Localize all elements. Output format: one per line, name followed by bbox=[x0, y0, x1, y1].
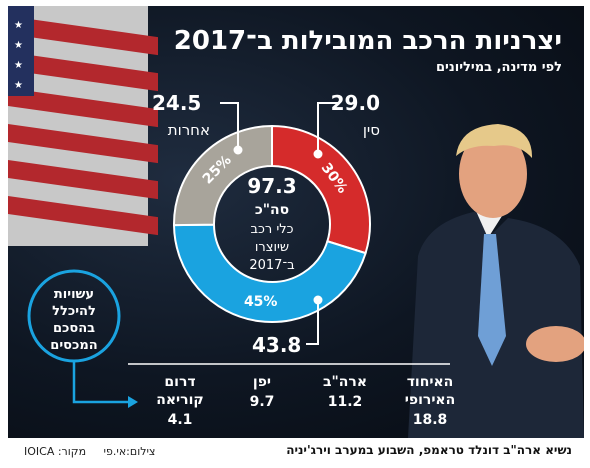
breakdown-name2-0: האירופי bbox=[405, 392, 456, 408]
breakdown-value-0: 18.8 bbox=[413, 412, 448, 428]
chart-subtitle: לפי מדינה, במיליונים bbox=[435, 60, 562, 75]
callout-line-3: בהסכם bbox=[53, 321, 95, 336]
center-label-1: סה"כ bbox=[255, 202, 289, 218]
breakdown-value-3: 4.1 bbox=[168, 412, 193, 428]
donut-slice-china bbox=[271, 124, 371, 255]
tariff-callout: עשויות להיכלל בהסכם המכסים bbox=[27, 269, 138, 408]
callout-arrow-line bbox=[72, 361, 128, 404]
breakdown-name-2: יפן bbox=[253, 374, 271, 390]
svg-text:★: ★ bbox=[14, 60, 23, 71]
breakdown-value-2: 9.7 bbox=[250, 394, 275, 410]
leader-line-china bbox=[317, 102, 338, 154]
leader-lines bbox=[220, 102, 338, 345]
person-silhouette bbox=[408, 124, 584, 438]
leader-dot-other bbox=[233, 145, 243, 155]
breakdown-list: האיחוד האירופי 18.8 ארה"ב 11.2 יפן 9.7 דרום קורי… bbox=[156, 374, 455, 428]
slice-value-other: 24.5 bbox=[152, 91, 201, 115]
slice-value-china: 29.0 bbox=[331, 91, 380, 115]
slice-value-rest: 43.8 bbox=[252, 333, 301, 357]
svg-text:★: ★ bbox=[14, 40, 23, 51]
breakdown-name-3: דרום bbox=[164, 374, 195, 390]
slice-name-other: אחרות bbox=[168, 121, 210, 139]
photo-credit: צילום:אי.פי bbox=[103, 445, 156, 458]
breakdown-name-0: האיחוד bbox=[407, 374, 454, 390]
photo-caption: נשיא ארה"ב דונלד טראמפ, השבוע במערב וירג… bbox=[286, 443, 572, 457]
leader-dot-china bbox=[313, 149, 323, 159]
callout-line-2: להיכלל bbox=[52, 304, 96, 319]
source-credit: מקור: IOICA bbox=[24, 445, 87, 458]
callout-arrow-head bbox=[128, 396, 138, 408]
svg-text:★: ★ bbox=[14, 20, 23, 31]
slice-percent-rest: 45% bbox=[244, 294, 278, 310]
leader-dot-rest bbox=[313, 295, 323, 305]
credits: צילום:אי.פי מקור: IOICA bbox=[10, 445, 155, 458]
callout-line-4: המכסים bbox=[50, 338, 97, 353]
donut-slice-other bbox=[173, 124, 273, 227]
leader-line-other bbox=[220, 102, 239, 150]
background-photo: ★ ★ ★ ★ bbox=[8, 6, 584, 438]
chart-title: יצרניות הרכב המובילות ב־2017 bbox=[173, 26, 562, 56]
svg-text:★: ★ bbox=[14, 80, 23, 91]
leader-line-rest bbox=[306, 300, 319, 345]
center-label-3: שיוצרו bbox=[255, 240, 289, 255]
us-flag-graphic: ★ ★ ★ ★ bbox=[8, 6, 158, 246]
breakdown-name-1: ארה"ב bbox=[323, 374, 367, 390]
photo-illustration: ★ ★ ★ ★ bbox=[8, 6, 584, 438]
center-label-4: ב־2017 bbox=[249, 258, 294, 273]
slice-name-china: סין bbox=[363, 121, 380, 139]
breakdown-name2-3: קוריאה bbox=[156, 392, 203, 408]
breakdown-value-1: 11.2 bbox=[328, 394, 363, 410]
center-label-2: כלי רכב bbox=[250, 222, 293, 237]
center-total: 97.3 bbox=[247, 174, 296, 198]
callout-line-1: עשויות bbox=[54, 287, 94, 302]
